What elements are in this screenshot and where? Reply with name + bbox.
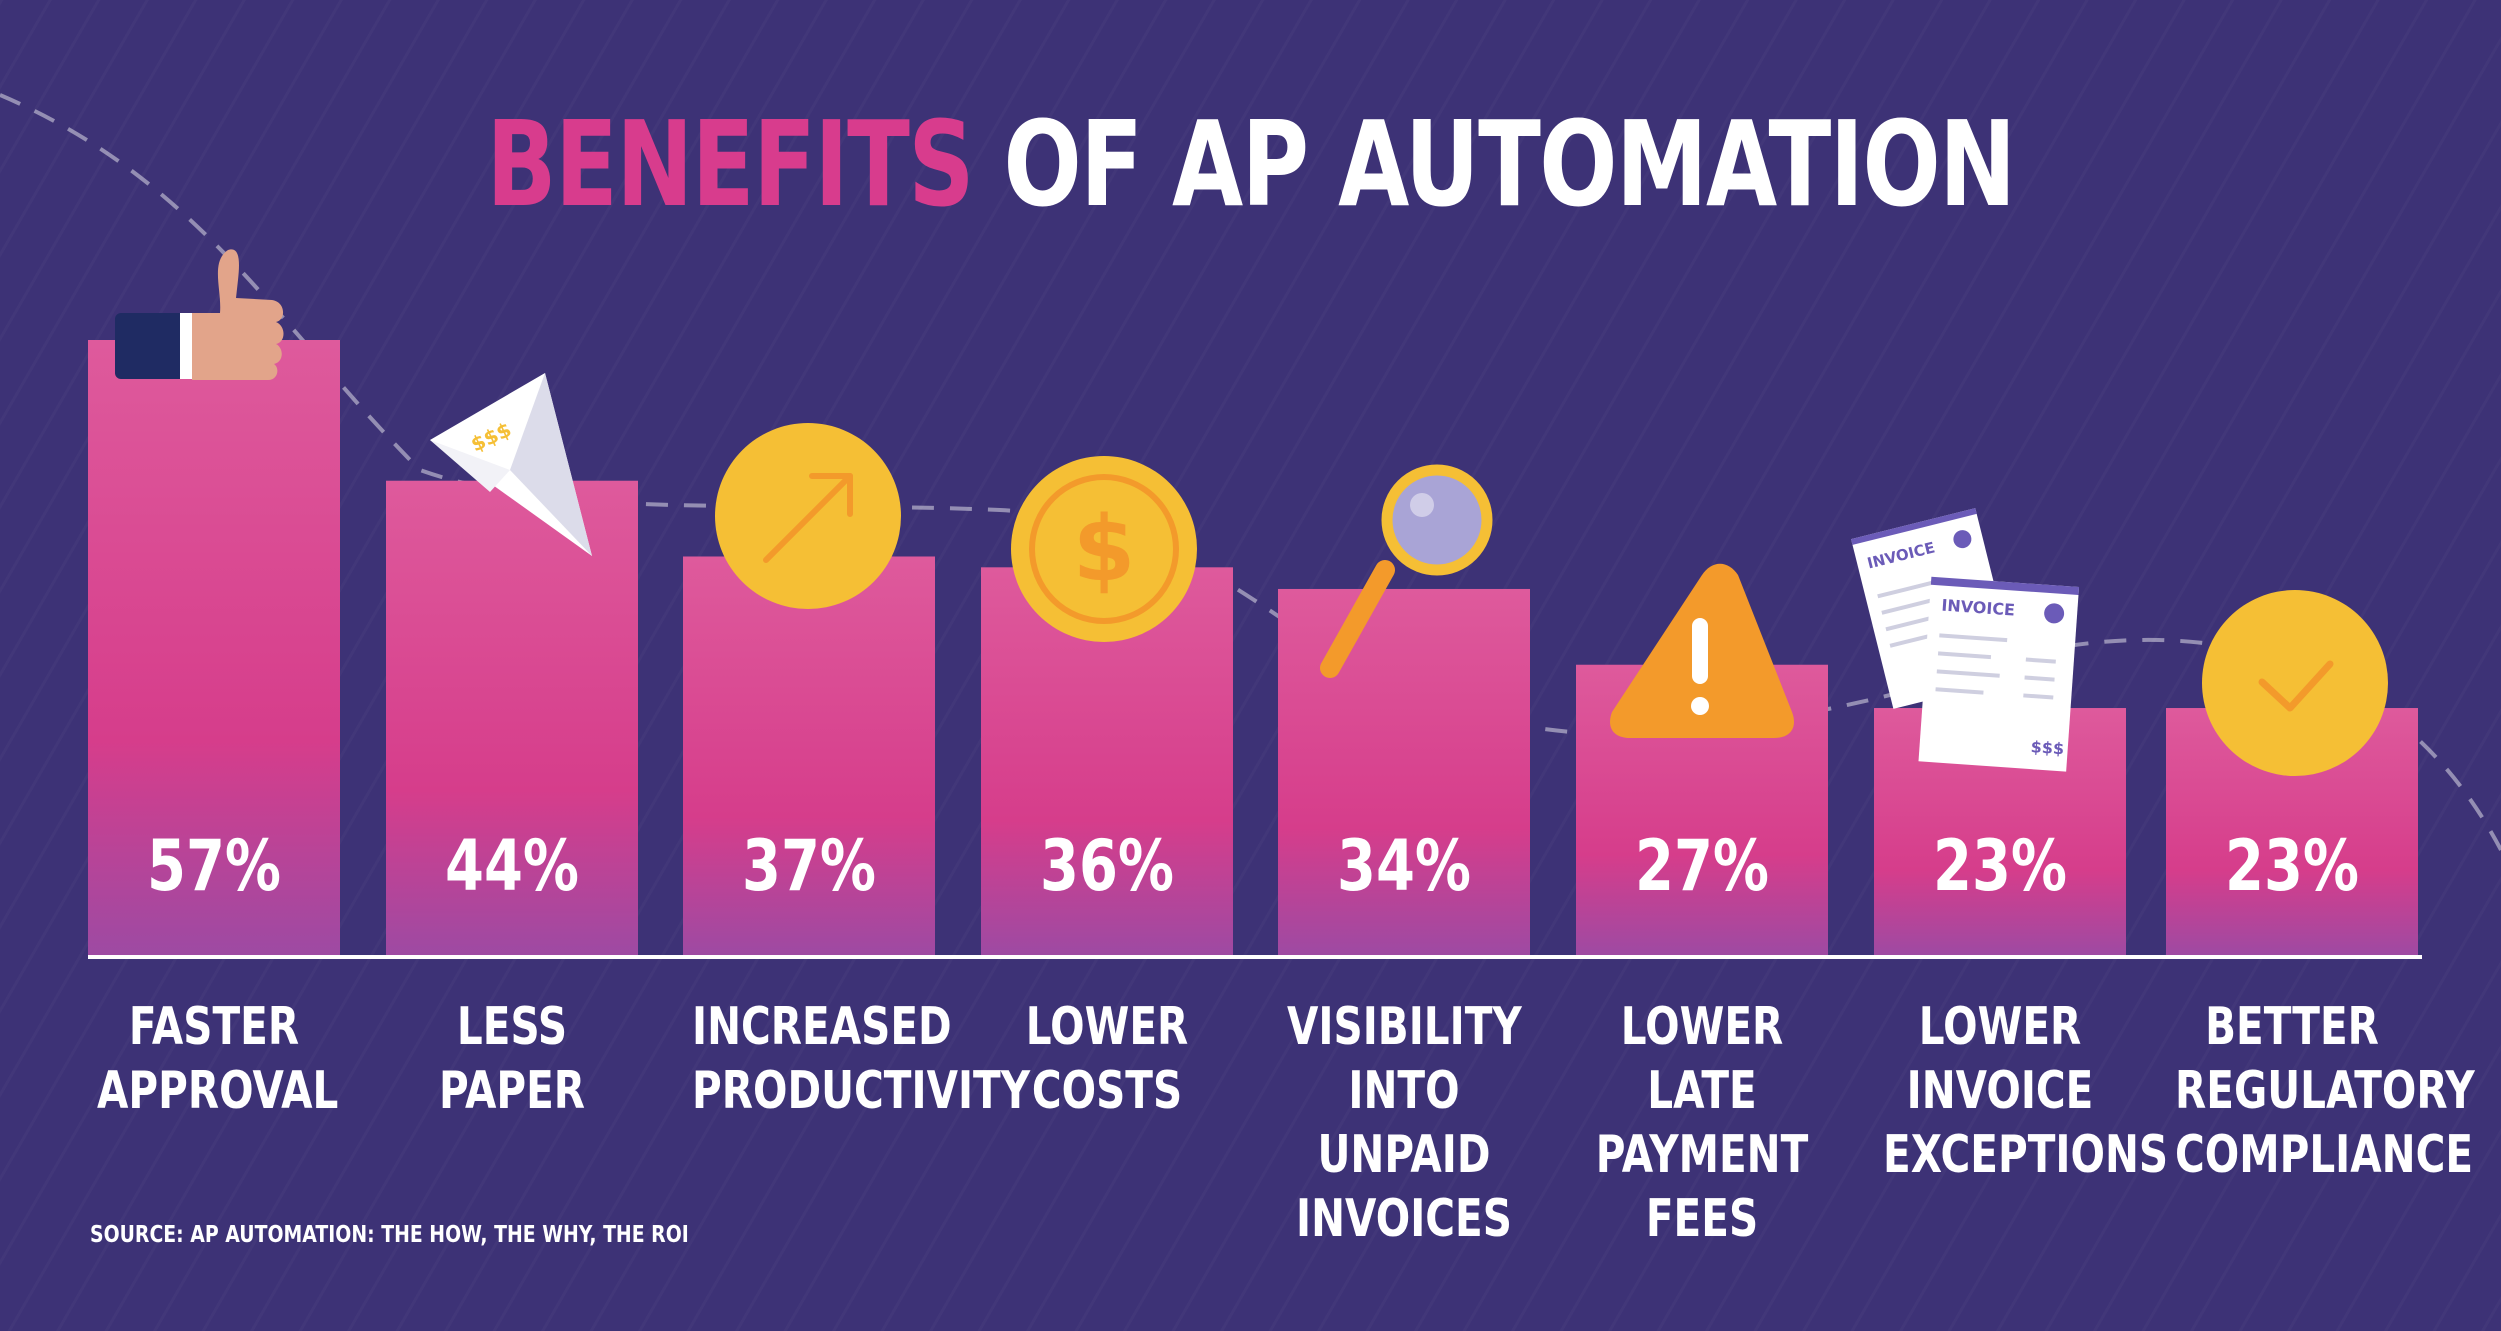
value-label: 36% <box>1039 825 1175 907</box>
category-label: LOWER LATE PAYMENT FEES <box>1595 997 1809 1249</box>
dollar-coin-icon: $ <box>1011 456 1197 642</box>
category-label: LOWER COSTS <box>1025 997 1189 1121</box>
bar-2 <box>386 480 638 957</box>
thumbs-up-icon <box>115 249 284 380</box>
value-label: 44% <box>444 825 580 907</box>
category-label: BETTER REGULATORY COMPLIANCE <box>2175 997 2475 1185</box>
value-label: 27% <box>1634 825 1770 907</box>
category-label: INCREASED PRODUCTIVITY <box>692 997 1031 1121</box>
checkmark-icon <box>2202 590 2388 776</box>
title-accent: BENEFITS <box>486 95 974 233</box>
source-note: SOURCE: AP AUTOMATION: THE HOW, THE WHY,… <box>90 1222 689 1248</box>
value-label: 37% <box>741 825 877 907</box>
svg-text:$$$: $$$ <box>2030 737 2065 758</box>
warning-icon <box>1610 563 1794 738</box>
magnifier-icon <box>1320 464 1493 678</box>
paper-plane-icon: $$$ <box>430 373 592 556</box>
arrow-up-right-icon <box>715 423 901 609</box>
category-label: LESS PAPER <box>438 997 586 1121</box>
category-label: LOWER INVOICE EXCEPTIONS <box>1883 997 2169 1185</box>
category-label: FASTER APPROVAL <box>97 997 339 1121</box>
bar-5 <box>1278 588 1530 957</box>
chart-title: BENEFITS OF AP AUTOMATION <box>275 95 2226 233</box>
svg-text:$: $ <box>1073 497 1136 602</box>
title-rest: OF AP AUTOMATION <box>1003 95 2017 233</box>
category-label: VISIBILITY INTO UNPAID INVOICES <box>1287 997 1522 1249</box>
bar-3 <box>683 556 935 957</box>
value-label: 34% <box>1336 825 1472 907</box>
value-label: 23% <box>1932 825 2068 907</box>
value-label: 57% <box>146 825 282 907</box>
value-label: 23% <box>2224 825 2360 907</box>
bar-1 <box>88 340 340 957</box>
invoice-icon: INVOICE INVOICE <box>1851 508 2080 772</box>
